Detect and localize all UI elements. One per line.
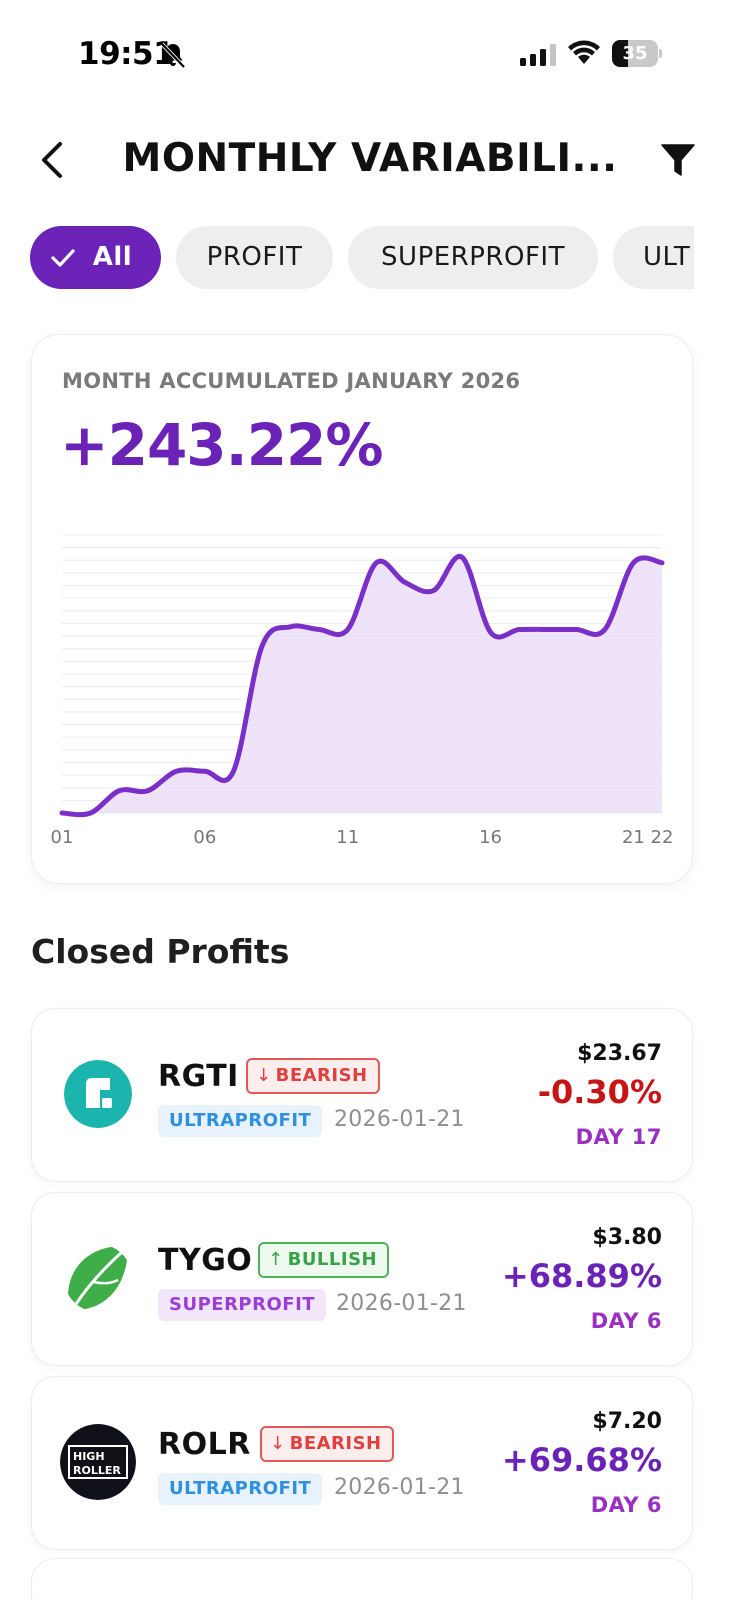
high-roller-logo-icon: HIGH ROLLER xyxy=(60,1424,136,1500)
trade-day: DAY 17 xyxy=(575,1125,662,1149)
x-tick-label: 01 xyxy=(51,827,74,848)
chart-series-line xyxy=(59,554,665,818)
accumulated-area-chart: 01 06 11 16 21 22 xyxy=(51,534,674,848)
section-title-closed-profits: Closed Profits xyxy=(31,932,290,971)
page-title: MONTHLY VARIABILI... xyxy=(122,136,618,181)
battery-indicator: 35 xyxy=(612,40,662,67)
trade-change: -0.30% xyxy=(537,1073,662,1111)
status-bar: 19:51 35 xyxy=(0,0,738,100)
x-tick-label: 22 xyxy=(651,827,674,848)
battery-level: 35 xyxy=(622,43,648,64)
tier-badge: SUPERPROFIT xyxy=(158,1289,327,1321)
check-icon xyxy=(51,249,75,267)
trade-card[interactable] xyxy=(31,1558,693,1600)
ticker-symbol: ROLR xyxy=(158,1427,251,1462)
arrow-up-icon: ↑ xyxy=(268,1249,284,1270)
x-tick-label: 16 xyxy=(479,827,502,848)
trade-change: +68.89% xyxy=(501,1257,662,1295)
x-tick-label: 11 xyxy=(336,827,359,848)
monthly-chart-card: MONTH ACCUMULATED JANUARY 2026 +243.22% … xyxy=(31,334,693,884)
tier-badge: ULTRAPROFIT xyxy=(158,1105,323,1137)
trend-label: BULLISH xyxy=(287,1249,378,1270)
rigetti-logo-icon xyxy=(64,1060,132,1128)
chart-area-fill xyxy=(62,556,662,815)
x-tick-label: 21 xyxy=(622,827,645,848)
cellular-signal-icon xyxy=(520,44,556,66)
funnel-icon[interactable] xyxy=(660,142,696,178)
trade-date: 2026-01-21 xyxy=(334,1475,465,1500)
chip-all[interactable]: All xyxy=(30,226,161,289)
arrow-down-icon: ↓ xyxy=(256,1065,272,1086)
trend-label: BEARISH xyxy=(289,1433,382,1454)
logo-text-high: HIGH xyxy=(73,1450,105,1463)
ticker-symbol: TYGO xyxy=(158,1243,253,1278)
trade-card[interactable]: RGTI ↓ BEARISH ULTRAPROFIT 2026-01-21 $23… xyxy=(31,1008,693,1182)
chip-ultraprofit[interactable]: ULT xyxy=(613,226,694,289)
trade-price: $23.67 xyxy=(577,1041,662,1066)
trend-badge: ↓ BEARISH xyxy=(246,1058,380,1094)
x-tick-label: 06 xyxy=(193,827,216,848)
status-time: 19:51 xyxy=(78,36,175,72)
trend-badge: ↓ BEARISH xyxy=(260,1426,394,1462)
trade-date: 2026-01-21 xyxy=(336,1291,467,1316)
trend-label: BEARISH xyxy=(275,1065,368,1086)
tier-badge: ULTRAPROFIT xyxy=(158,1473,323,1505)
filter-chip-row: All PROFIT SUPERPROFIT ULT xyxy=(0,226,694,290)
trade-price: $7.20 xyxy=(592,1409,662,1434)
trade-change: +69.68% xyxy=(501,1441,662,1479)
arrow-down-icon: ↓ xyxy=(270,1433,286,1454)
trade-day: DAY 6 xyxy=(590,1309,662,1333)
bell-muted-icon xyxy=(160,42,186,69)
leaf-logo-icon xyxy=(68,1245,128,1310)
accumulated-value: +243.22% xyxy=(60,411,384,479)
ticker-symbol: RGTI xyxy=(158,1059,239,1094)
chevron-left-icon[interactable] xyxy=(36,140,70,180)
chip-profit-label: PROFIT xyxy=(206,242,303,272)
wifi-icon xyxy=(568,40,600,64)
chip-ultraprofit-label: ULT xyxy=(643,242,691,272)
trade-date: 2026-01-21 xyxy=(334,1107,465,1132)
trend-badge: ↑ BULLISH xyxy=(258,1242,390,1278)
chip-all-label: All xyxy=(92,242,133,272)
trade-price: $3.80 xyxy=(592,1225,662,1250)
chart-subtitle: MONTH ACCUMULATED JANUARY 2026 xyxy=(62,369,521,393)
logo-text-roller: ROLLER xyxy=(73,1464,121,1477)
trade-card[interactable]: TYGO ↑ BULLISH SUPERPROFIT 2026-01-21 $3.… xyxy=(31,1192,693,1366)
chip-profit[interactable]: PROFIT xyxy=(176,226,333,289)
trade-day: DAY 6 xyxy=(590,1493,662,1517)
chip-superprofit-label: SUPERPROFIT xyxy=(381,242,565,272)
trade-card[interactable]: HIGH ROLLER ROLR ↓ BEARISH ULTRAPROFIT 20… xyxy=(31,1376,693,1550)
chip-superprofit[interactable]: SUPERPROFIT xyxy=(348,226,598,289)
